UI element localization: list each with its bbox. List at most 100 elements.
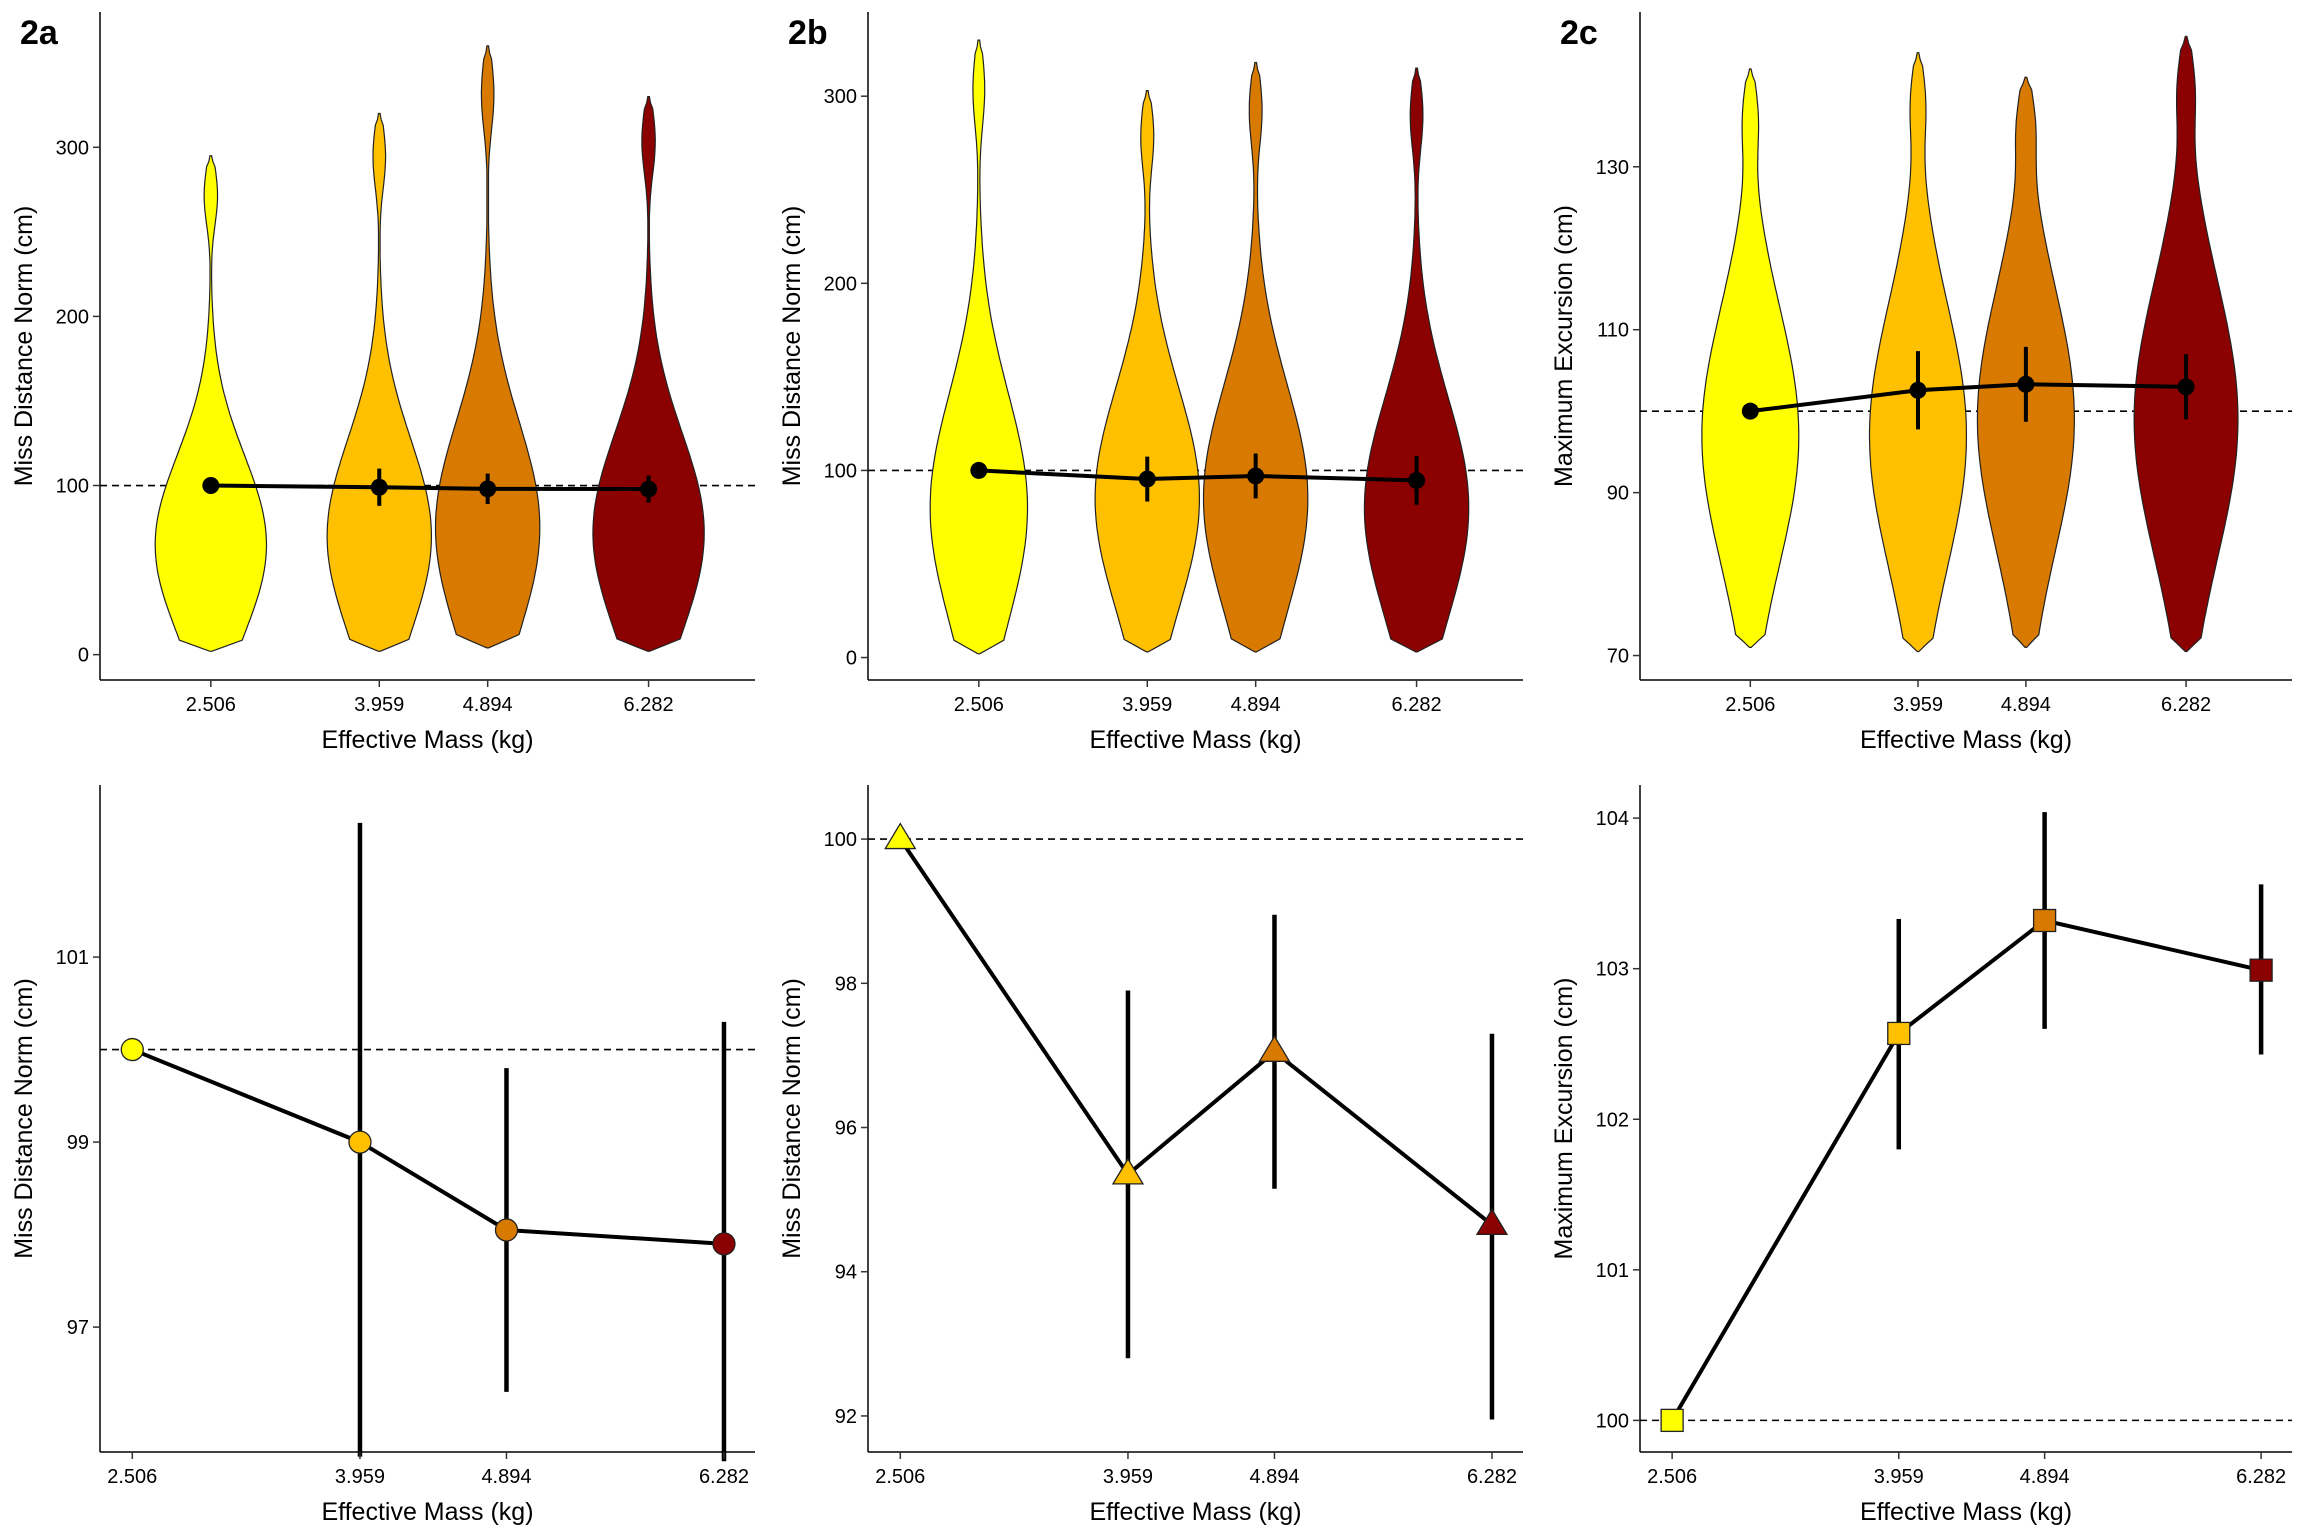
mean-point-6.282: [1408, 471, 1426, 489]
violin-6.282: [2133, 35, 2239, 653]
data-point-4.894: [1258, 1035, 1291, 1062]
mean-point-2.506: [970, 461, 988, 479]
chart-panel-2a-top: 0 100 200 300 2.506 3.959 4.894 6.282 Effective …: [10, 12, 755, 754]
data-point-3.959: [348, 1130, 372, 1154]
mean-point-2.506: [202, 477, 220, 495]
violin-6.282: [1363, 67, 1470, 653]
y-tick-label: 200: [56, 306, 89, 328]
x-tick-label: 4.894: [2001, 694, 2051, 716]
y-tick-label: 101: [56, 947, 89, 969]
data-point-3.959: [1887, 1021, 1911, 1046]
data-point-3.959: [1111, 1157, 1145, 1185]
violin-2.506: [929, 39, 1029, 655]
y-tick-label: 103: [1596, 959, 1629, 981]
x-axis-title: Effective Mass (kg): [1860, 1498, 2072, 1526]
mean-point-4.894: [479, 480, 497, 498]
x-tick-label: 3.959: [335, 1466, 385, 1488]
y-tick-label: 100: [1596, 1410, 1629, 1432]
data-point-6.282: [1475, 1208, 1509, 1236]
y-tick-label: 97: [67, 1317, 89, 1339]
data-point-2.506: [884, 822, 917, 850]
mean-line: [978, 468, 1417, 483]
y-tick-label: 0: [846, 648, 857, 670]
y-tick-label: 200: [824, 273, 857, 295]
mean-point-3.959: [1909, 381, 1927, 399]
mean-point-6.282: [2177, 378, 2195, 396]
mean-point-2.506: [1741, 402, 1759, 420]
x-tick-label: 6.282: [1467, 1466, 1517, 1488]
x-axis-title: Effective Mass (kg): [1089, 1498, 1301, 1526]
chart-panel-2a-bottom: 97 99 101 2.506 3.959 4.894 6.282 Effective Mas…: [10, 785, 755, 1526]
x-tick-label: 6.282: [699, 1466, 749, 1488]
x-tick-label: 2.506: [954, 694, 1004, 716]
y-tick-label: 98: [835, 973, 857, 995]
y-axis-title: Miss Distance Norm (cm): [10, 978, 38, 1259]
x-tick-label: 4.894: [463, 694, 513, 716]
series-line: [1670, 918, 2262, 1422]
x-tick-label: 6.282: [2161, 694, 2211, 716]
mean-line: [1750, 382, 2187, 414]
y-tick-label: 130: [1596, 157, 1629, 179]
x-tick-label: 3.959: [1122, 694, 1172, 716]
x-axis-title: Effective Mass (kg): [1089, 726, 1301, 754]
x-tick-label: 2.506: [107, 1466, 157, 1488]
x-tick-label: 6.282: [1392, 694, 1442, 716]
y-tick-label: 101: [1596, 1260, 1629, 1282]
chart-panel-2c-top: 70 90 110 130 2.506 3.959 4.894 6.282 Effective …: [1550, 12, 2292, 754]
y-tick-label: 94: [835, 1262, 857, 1284]
violin-3.959: [1094, 89, 1201, 653]
y-axis-title: Miss Distance Norm (cm): [778, 206, 806, 487]
mean-point-4.894: [1247, 467, 1265, 485]
y-tick-label: 104: [1596, 808, 1629, 830]
chart-panel-2b-bottom: 92 94 96 98 100 2.506 3.959 4.894 6.282 Effective…: [778, 785, 1523, 1526]
x-tick-label: 2.506: [186, 694, 236, 716]
y-tick-label: 300: [824, 86, 857, 108]
series-line: [898, 837, 1494, 1227]
x-tick-label: 6.282: [624, 694, 674, 716]
x-axis-title: Effective Mass (kg): [321, 726, 533, 754]
violin-4.894: [1202, 61, 1309, 653]
y-tick-label: 300: [56, 137, 89, 159]
data-point-2.506: [1660, 1408, 1684, 1433]
violin-2.506: [154, 155, 268, 652]
data-point-2.506: [120, 1037, 144, 1062]
mean-point-3.959: [1138, 470, 1156, 488]
x-tick-label: 3.959: [1893, 694, 1943, 716]
y-tick-label: 96: [835, 1118, 857, 1140]
data-point-4.894: [494, 1218, 519, 1242]
series-line: [131, 1047, 725, 1246]
x-axis-title: Effective Mass (kg): [321, 1498, 533, 1526]
x-axis-title: Effective Mass (kg): [1860, 726, 2072, 754]
y-tick-label: 110: [1597, 320, 1629, 342]
mean-point-4.894: [2017, 375, 2035, 393]
panel-label: 2b: [788, 14, 828, 52]
data-point-4.894: [2032, 908, 2057, 933]
mean-line: [210, 483, 649, 492]
chart-panel-2b-top: 0 100 200 300 2.506 3.959 4.894 6.282 Effective …: [778, 12, 1523, 754]
y-axis-title: Miss Distance Norm (cm): [778, 978, 806, 1259]
panel-label: 2a: [20, 14, 59, 52]
chart-panel-2c-bottom: 100 101 102 103 104 2.506 3.959 4.894 6.282 Effec…: [1550, 785, 2292, 1526]
y-tick-label: 100: [824, 829, 857, 851]
x-tick-label: 3.959: [1103, 1466, 1153, 1488]
y-tick-label: 0: [78, 645, 89, 667]
mean-point-6.282: [640, 480, 658, 498]
y-axis-title: Miss Distance Norm (cm): [10, 206, 38, 487]
x-tick-label: 2.506: [1725, 694, 1775, 716]
violin-3.959: [326, 112, 432, 652]
violin-2.506: [1701, 68, 1800, 649]
mean-point-3.959: [370, 478, 388, 496]
y-tick-label: 90: [1607, 483, 1629, 505]
y-tick-label: 92: [835, 1406, 857, 1428]
x-tick-label: 3.959: [354, 694, 404, 716]
violin-6.282: [592, 95, 705, 652]
x-tick-label: 4.894: [1231, 694, 1281, 716]
x-tick-label: 2.506: [1647, 1466, 1697, 1488]
violin-4.894: [434, 45, 541, 649]
y-tick-label: 102: [1596, 1109, 1629, 1131]
y-tick-label: 100: [56, 476, 89, 498]
x-tick-label: 6.282: [2236, 1466, 2286, 1488]
data-point-6.282: [712, 1232, 736, 1256]
data-point-6.282: [2249, 958, 2273, 982]
